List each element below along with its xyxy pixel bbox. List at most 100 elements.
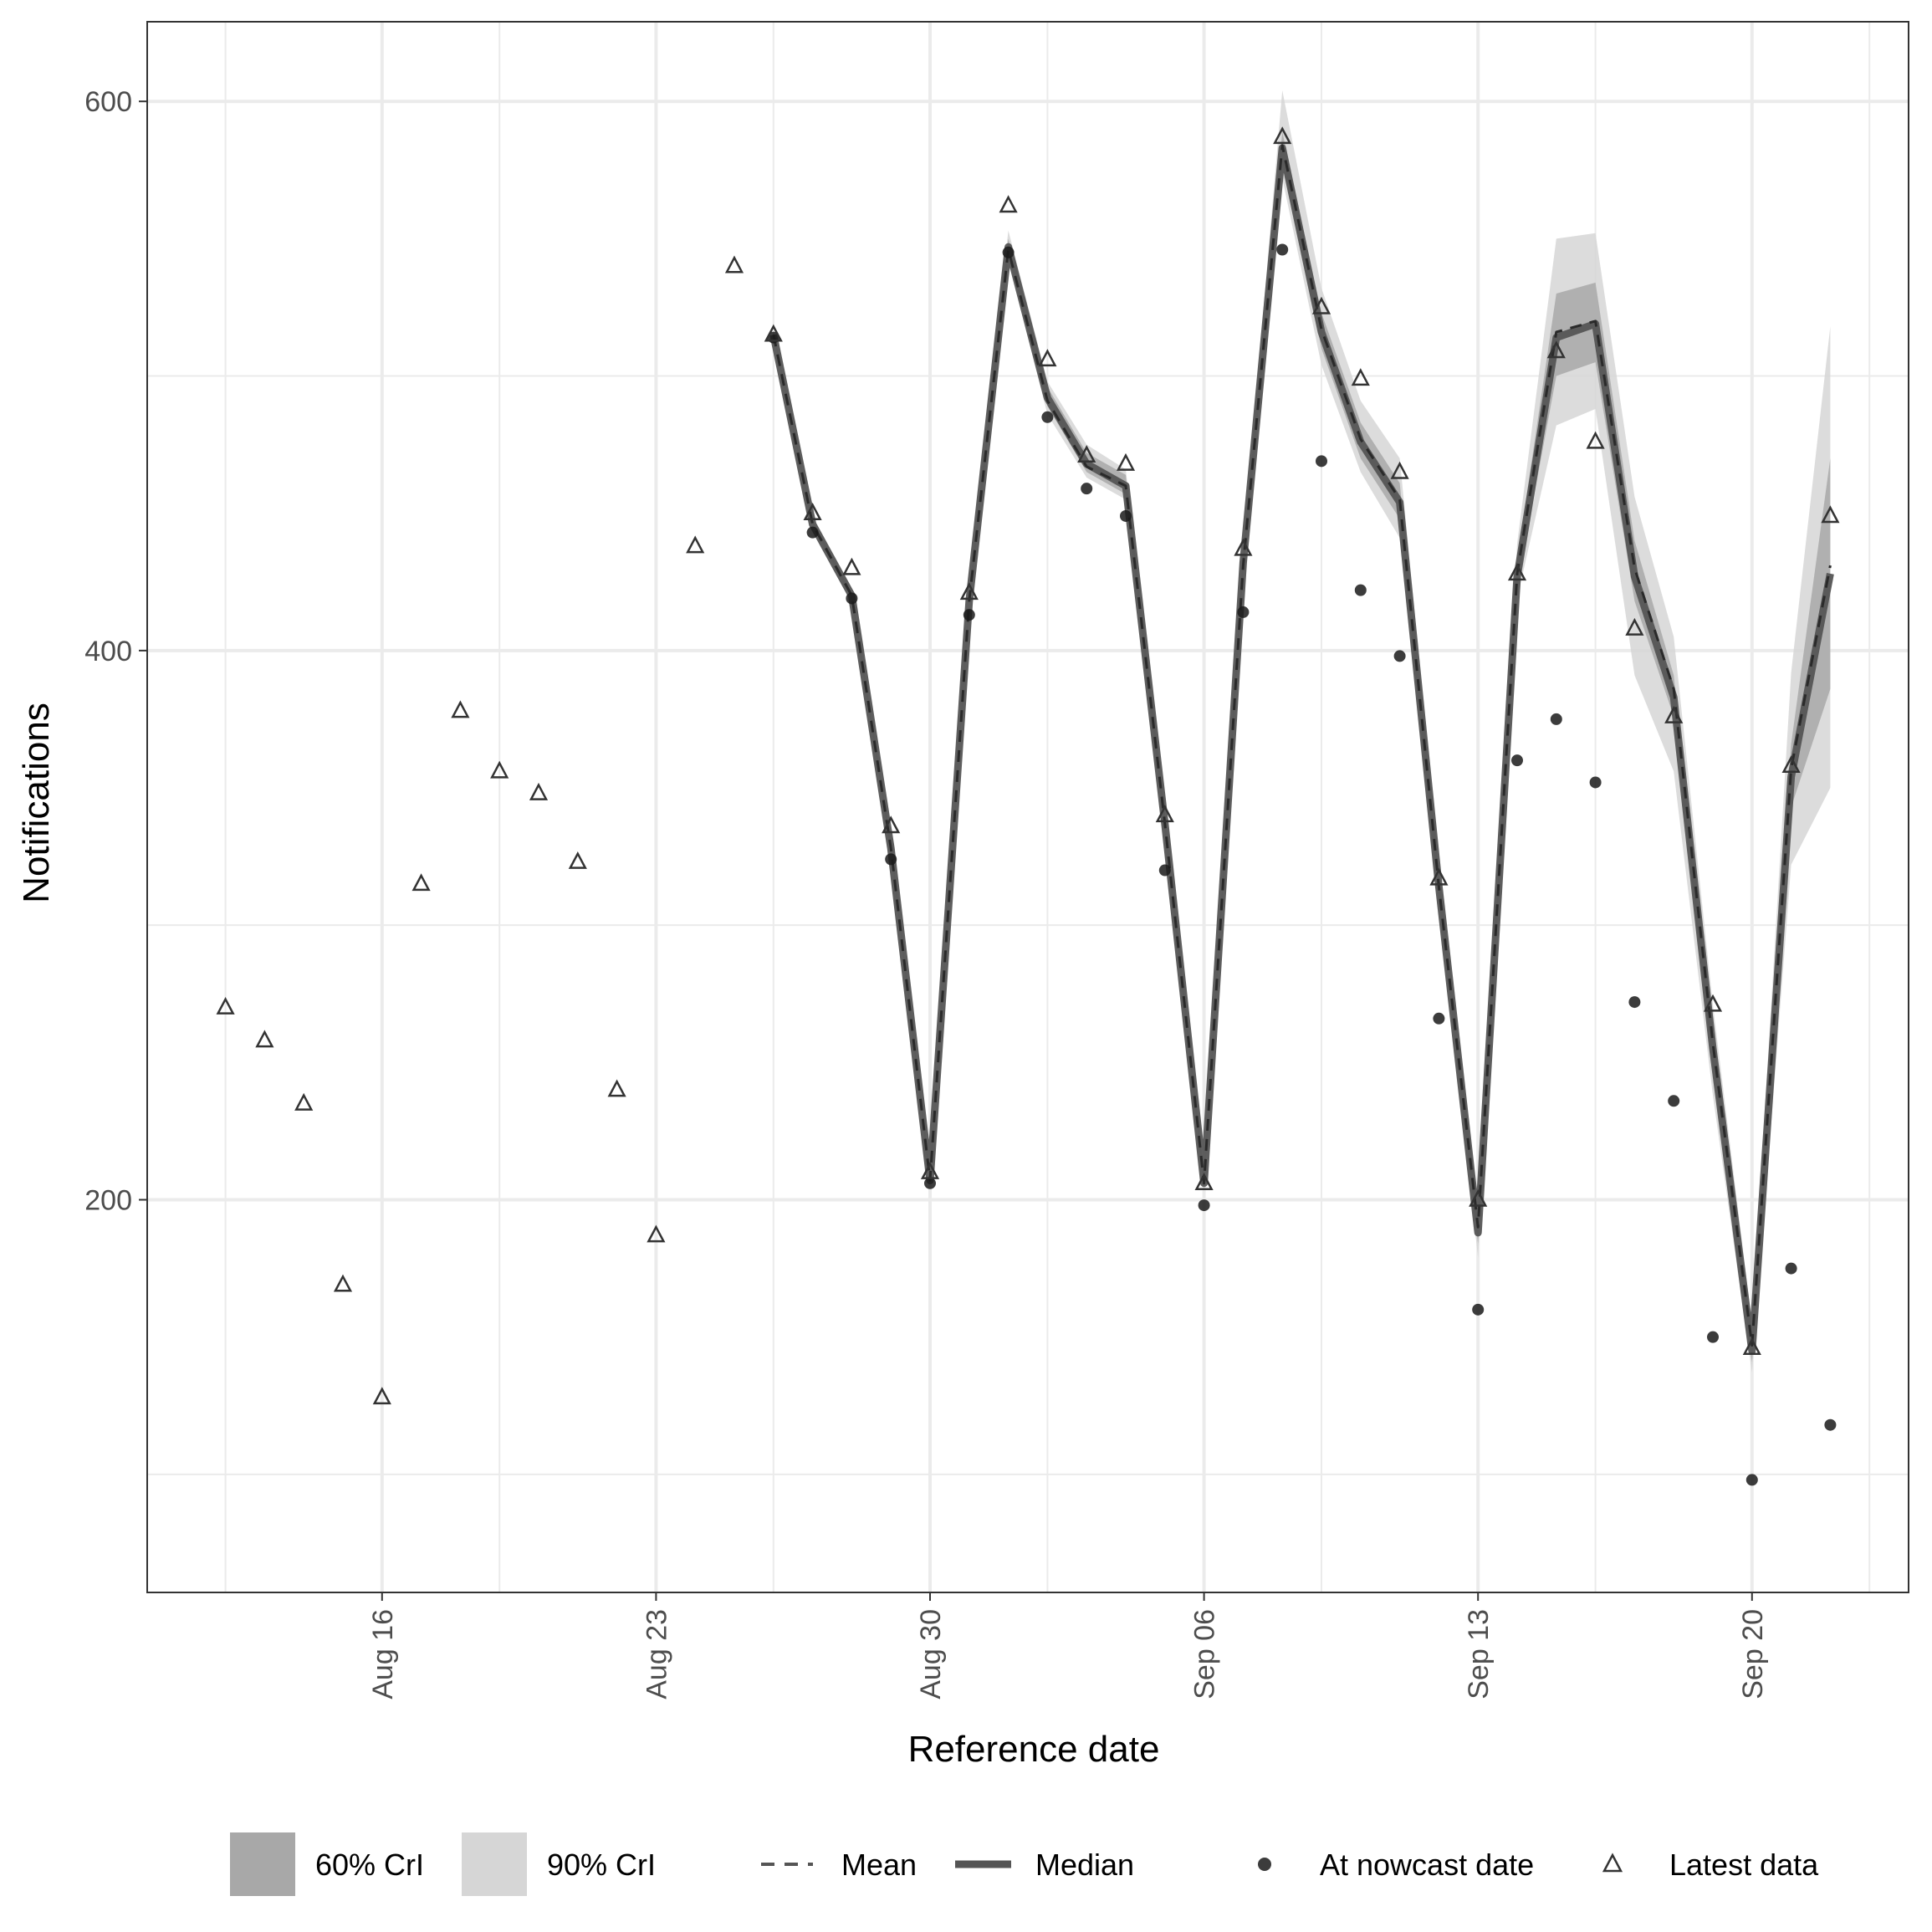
latest-point bbox=[724, 255, 744, 273]
latest-point bbox=[686, 535, 705, 554]
y-axis: 200 400 600 bbox=[84, 86, 147, 1217]
latest-point bbox=[1234, 538, 1253, 556]
legend-key-ci90 bbox=[462, 1832, 527, 1896]
latest-point bbox=[294, 1092, 314, 1111]
nowcast-point bbox=[1158, 864, 1171, 877]
nowcast-point bbox=[1041, 411, 1054, 423]
latest-point bbox=[333, 1274, 353, 1292]
x-tick-label: Aug 23 bbox=[641, 1609, 672, 1699]
latest-point bbox=[1703, 994, 1723, 1012]
latest-point bbox=[1429, 867, 1449, 886]
y-axis-title: Notifications bbox=[16, 703, 57, 903]
latest-point bbox=[803, 503, 822, 520]
x-tick-label: Aug 30 bbox=[915, 1609, 947, 1699]
legend-label-median: Median bbox=[1035, 1848, 1134, 1882]
nowcast-point bbox=[1433, 1012, 1445, 1025]
x-tick-label: Sep 13 bbox=[1463, 1609, 1495, 1699]
latest-point bbox=[1546, 340, 1566, 359]
latest-point bbox=[216, 997, 235, 1015]
plot-panel-border bbox=[146, 21, 1909, 1593]
legend-key-nowcast bbox=[1258, 1858, 1271, 1871]
nowcast-point bbox=[1668, 1095, 1680, 1107]
nowcast-point bbox=[1316, 455, 1327, 468]
latest-point bbox=[1781, 755, 1801, 774]
y-tick-label: 400 bbox=[84, 636, 132, 667]
x-axis: Aug 16 Aug 23 Aug 30 Sep 06 Sep 13 Sep 20 bbox=[367, 1592, 1769, 1699]
nowcast-point bbox=[1120, 509, 1132, 522]
latest-point bbox=[1625, 617, 1644, 636]
nowcast-point bbox=[1824, 1418, 1837, 1431]
legend-label-ci60: 60% CrI bbox=[315, 1848, 424, 1882]
latest-point bbox=[372, 1387, 391, 1405]
latest-point bbox=[1469, 1188, 1488, 1207]
latest-point bbox=[1821, 505, 1840, 524]
y-tick-label: 200 bbox=[84, 1185, 132, 1217]
nowcast-point bbox=[1472, 1303, 1485, 1316]
legend-key-ci60 bbox=[230, 1832, 295, 1896]
latest-point bbox=[882, 815, 901, 834]
latest-point bbox=[1742, 1337, 1761, 1356]
nowcast-point bbox=[963, 609, 975, 621]
latest-point bbox=[255, 1030, 274, 1048]
latest-point bbox=[1586, 431, 1605, 449]
nowcast-point bbox=[1745, 1474, 1758, 1486]
nowcast-points bbox=[767, 243, 1837, 1486]
ci90-area bbox=[773, 90, 1831, 1373]
latest-point bbox=[1664, 705, 1684, 723]
nowcast-point bbox=[924, 1177, 936, 1189]
latest-point bbox=[1038, 349, 1057, 367]
nowcast-point bbox=[806, 526, 819, 539]
latest-point bbox=[647, 1224, 666, 1243]
latest-point bbox=[999, 195, 1018, 213]
latest-point bbox=[1155, 805, 1174, 823]
nowcast-point bbox=[885, 853, 897, 866]
latest-point bbox=[568, 851, 587, 869]
latest-point bbox=[1194, 1173, 1214, 1191]
nowcast-point bbox=[1198, 1199, 1210, 1212]
nowcast-point bbox=[1354, 584, 1367, 596]
latest-point bbox=[959, 582, 979, 601]
legend-label-mean: Mean bbox=[841, 1848, 917, 1882]
legend-label-nowcast: At nowcast date bbox=[1320, 1848, 1534, 1882]
mean-line bbox=[772, 144, 1832, 1347]
x-tick-label: Sep 06 bbox=[1189, 1609, 1221, 1699]
nowcast-point bbox=[1628, 996, 1641, 1009]
x-axis-title: Reference date bbox=[908, 1729, 1160, 1770]
ci90-band bbox=[773, 90, 1831, 1373]
latest-point bbox=[529, 782, 549, 800]
latest-point bbox=[411, 873, 431, 892]
latest-point bbox=[920, 1161, 940, 1179]
nowcast-point bbox=[1393, 650, 1406, 662]
latest-points bbox=[216, 126, 1840, 1405]
mean-polyline bbox=[772, 144, 1832, 1347]
latest-point bbox=[1273, 126, 1292, 145]
nowcast-point bbox=[1081, 483, 1093, 495]
y-tick-label: 600 bbox=[84, 86, 132, 118]
nowcast-point bbox=[1785, 1262, 1797, 1275]
legend: 60% CrI 90% CrI Mean Median At nowcast d… bbox=[230, 1832, 1819, 1896]
latest-point bbox=[607, 1079, 626, 1097]
latest-point bbox=[842, 557, 861, 575]
latest-point bbox=[490, 760, 509, 779]
nowcast-point bbox=[1589, 776, 1602, 789]
latest-point bbox=[1116, 452, 1136, 471]
nowcast-point bbox=[1550, 713, 1562, 725]
legend-label-ci90: 90% CrI bbox=[547, 1848, 656, 1882]
latest-point bbox=[1077, 445, 1096, 463]
latest-point bbox=[764, 324, 783, 342]
x-tick-label: Aug 16 bbox=[367, 1609, 399, 1699]
latest-point bbox=[1390, 461, 1409, 479]
latest-point bbox=[1351, 368, 1370, 386]
nowcast-point bbox=[1511, 754, 1523, 767]
legend-label-latest: Latest data bbox=[1669, 1848, 1819, 1882]
nowcast-point bbox=[1237, 606, 1250, 618]
x-tick-label: Sep 20 bbox=[1737, 1609, 1769, 1699]
nowcast-point bbox=[1707, 1331, 1719, 1343]
grid-major bbox=[147, 22, 1909, 1592]
nowcast-point bbox=[1002, 246, 1015, 258]
latest-point bbox=[451, 700, 470, 718]
legend-key-latest bbox=[1602, 1853, 1623, 1873]
nowcast-point bbox=[846, 592, 858, 605]
latest-point bbox=[1311, 296, 1331, 314]
